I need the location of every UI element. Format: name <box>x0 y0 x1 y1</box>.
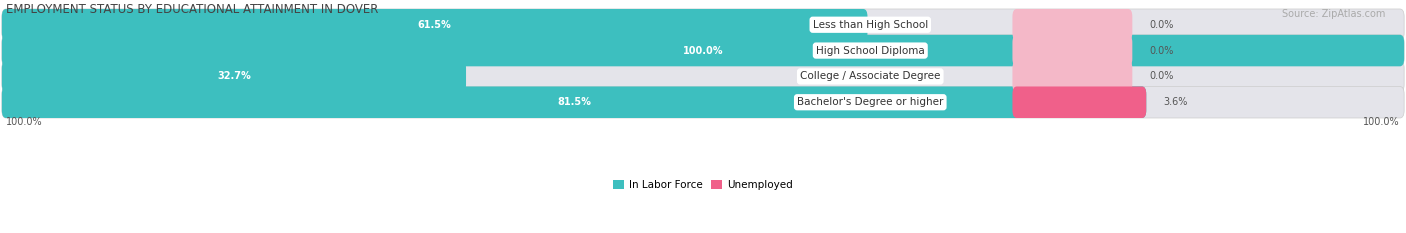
FancyBboxPatch shape <box>1012 9 1132 41</box>
FancyBboxPatch shape <box>1 9 868 41</box>
Text: EMPLOYMENT STATUS BY EDUCATIONAL ATTAINMENT IN DOVER: EMPLOYMENT STATUS BY EDUCATIONAL ATTAINM… <box>6 3 378 16</box>
Text: 100.0%: 100.0% <box>6 117 42 127</box>
Text: 32.7%: 32.7% <box>217 71 250 81</box>
FancyBboxPatch shape <box>1 86 1146 118</box>
Text: 3.6%: 3.6% <box>1163 97 1187 107</box>
Text: 0.0%: 0.0% <box>1149 20 1174 30</box>
FancyBboxPatch shape <box>1012 86 1146 118</box>
Text: 100.0%: 100.0% <box>683 46 723 55</box>
Text: Source: ZipAtlas.com: Source: ZipAtlas.com <box>1281 9 1385 19</box>
FancyBboxPatch shape <box>1 86 1405 118</box>
Text: Less than High School: Less than High School <box>813 20 928 30</box>
Text: 0.0%: 0.0% <box>1149 71 1174 81</box>
FancyBboxPatch shape <box>1012 35 1132 66</box>
FancyBboxPatch shape <box>1 61 1405 92</box>
Text: Bachelor's Degree or higher: Bachelor's Degree or higher <box>797 97 943 107</box>
FancyBboxPatch shape <box>1 61 465 92</box>
Text: 0.0%: 0.0% <box>1149 46 1174 55</box>
Text: 81.5%: 81.5% <box>557 97 591 107</box>
Text: High School Diploma: High School Diploma <box>815 46 925 55</box>
FancyBboxPatch shape <box>1012 61 1132 92</box>
Text: 61.5%: 61.5% <box>418 20 451 30</box>
FancyBboxPatch shape <box>1 35 1405 66</box>
FancyBboxPatch shape <box>1 35 1405 66</box>
Legend: In Labor Force, Unemployed: In Labor Force, Unemployed <box>609 176 797 194</box>
FancyBboxPatch shape <box>1 9 1405 41</box>
Text: College / Associate Degree: College / Associate Degree <box>800 71 941 81</box>
Text: 100.0%: 100.0% <box>1364 117 1400 127</box>
